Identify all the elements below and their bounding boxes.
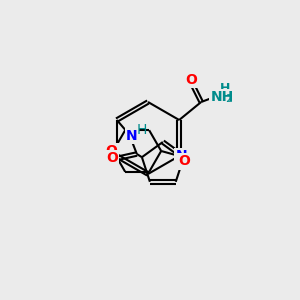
Text: H: H <box>220 82 230 95</box>
Text: O: O <box>185 73 197 87</box>
Text: 2: 2 <box>226 94 233 104</box>
Text: O: O <box>178 154 190 168</box>
Text: O: O <box>106 151 118 165</box>
Text: NH: NH <box>211 90 234 104</box>
Text: H: H <box>136 123 147 137</box>
Text: N: N <box>126 129 138 143</box>
Text: O: O <box>105 144 117 158</box>
Text: N: N <box>176 149 187 163</box>
